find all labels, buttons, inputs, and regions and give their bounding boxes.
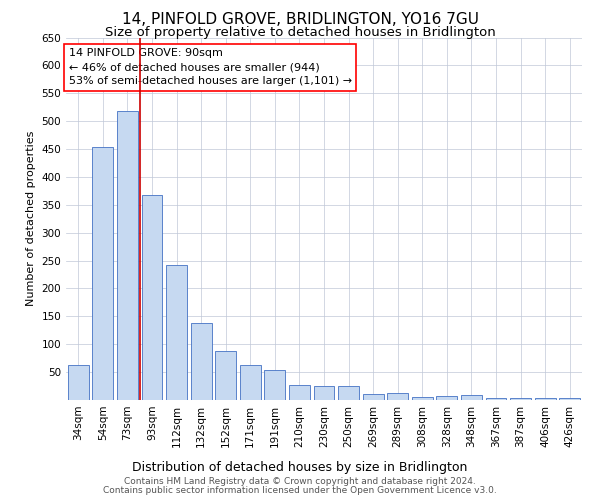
Text: Contains public sector information licensed under the Open Government Licence v3: Contains public sector information licen… [103,486,497,495]
Bar [362,394,383,400]
Bar [412,396,433,400]
Bar [510,398,531,400]
Text: Contains HM Land Registry data © Crown copyright and database right 2024.: Contains HM Land Registry data © Crown c… [124,477,476,486]
Bar [166,265,187,400]
Y-axis label: Number of detached properties: Number of detached properties [26,131,36,306]
Bar [191,323,212,400]
Bar [485,398,506,400]
Bar [289,385,310,400]
Text: Size of property relative to detached houses in Bridlington: Size of property relative to detached ho… [104,26,496,39]
Bar [387,394,408,400]
Bar [436,396,457,400]
Bar [240,366,261,400]
Bar [68,366,89,400]
Text: Distribution of detached houses by size in Bridlington: Distribution of detached houses by size … [133,461,467,474]
Bar [535,398,556,400]
Bar [314,386,334,400]
Bar [461,395,482,400]
Text: 14, PINFOLD GROVE, BRIDLINGTON, YO16 7GU: 14, PINFOLD GROVE, BRIDLINGTON, YO16 7GU [121,12,479,28]
Bar [142,195,163,400]
Bar [117,111,138,400]
Bar [559,398,580,400]
Bar [265,370,286,400]
Bar [92,148,113,400]
Bar [215,351,236,400]
Bar [338,386,359,400]
Text: 14 PINFOLD GROVE: 90sqm
← 46% of detached houses are smaller (944)
53% of semi-d: 14 PINFOLD GROVE: 90sqm ← 46% of detache… [68,48,352,86]
